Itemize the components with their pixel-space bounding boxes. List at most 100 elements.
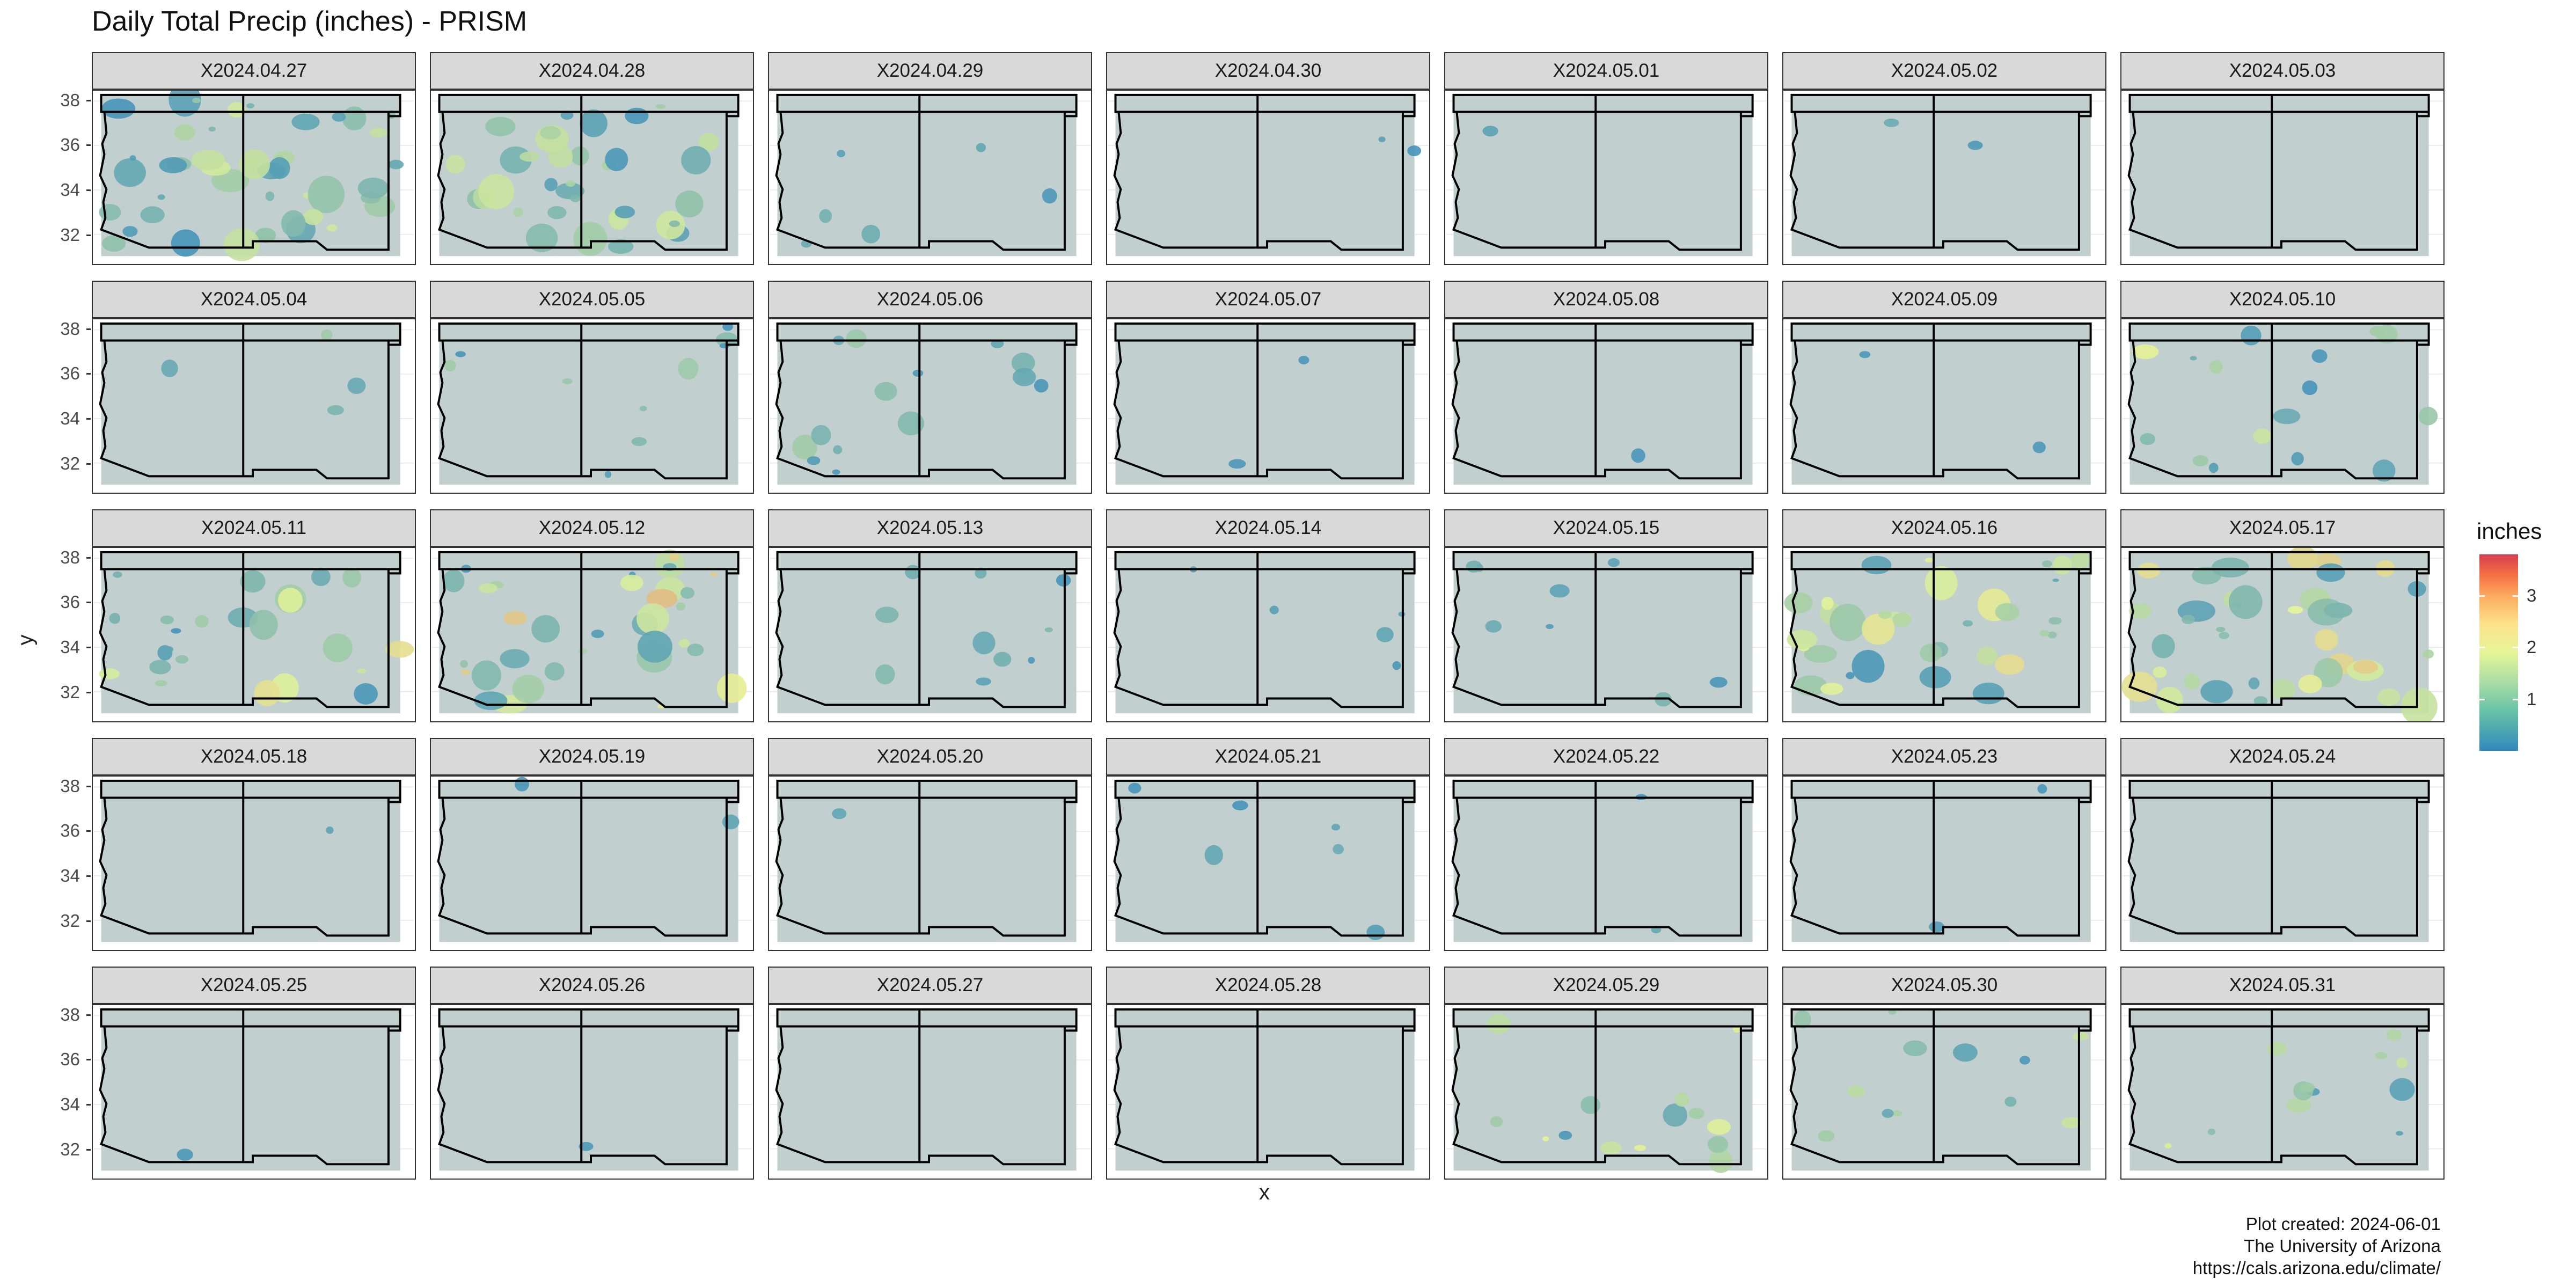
raster-background bbox=[1791, 94, 2091, 257]
legend-tick-label: 3 bbox=[2527, 586, 2537, 606]
precip-cell bbox=[698, 133, 719, 151]
precip-cell bbox=[1607, 558, 1620, 567]
precip-cell bbox=[291, 113, 320, 130]
y-tick-label: 36 bbox=[60, 592, 80, 612]
precip-cell bbox=[1044, 627, 1053, 633]
precip-cell bbox=[515, 777, 530, 792]
raster-background bbox=[777, 323, 1077, 485]
precip-cell bbox=[2052, 579, 2059, 582]
precip-cell bbox=[2270, 679, 2296, 700]
precip-cell bbox=[2395, 1131, 2404, 1136]
precip-cell bbox=[2207, 1129, 2216, 1136]
precip-cell bbox=[1542, 1136, 1549, 1141]
precip-cell bbox=[2048, 617, 2062, 625]
facet-strip: X2024.05.28 bbox=[1106, 967, 1430, 1004]
precip-cell bbox=[2353, 660, 2378, 674]
facet-panel bbox=[2120, 547, 2445, 722]
panel-map bbox=[2122, 322, 2443, 485]
y-tick-mark bbox=[86, 920, 91, 923]
precip-cell bbox=[819, 209, 832, 223]
raster-background bbox=[777, 780, 1077, 942]
precip-cell bbox=[2004, 1096, 2017, 1107]
raster-background bbox=[1791, 323, 2091, 485]
state-boundary bbox=[2127, 1008, 2430, 1166]
legend-tick-mark bbox=[2513, 595, 2518, 597]
precip-cell bbox=[570, 146, 589, 166]
precip-cell bbox=[1882, 1109, 1894, 1118]
y-tick-mark bbox=[86, 235, 91, 237]
raster-background bbox=[1453, 552, 1753, 714]
raster-background bbox=[1115, 323, 1415, 485]
panel-map bbox=[93, 1008, 414, 1171]
panel-map bbox=[1108, 322, 1429, 485]
precip-cell bbox=[1298, 355, 1309, 365]
precip-cell bbox=[354, 683, 378, 705]
precip-cell bbox=[227, 102, 246, 118]
precip-cell bbox=[1967, 141, 1983, 150]
y-tick-mark bbox=[86, 1059, 91, 1061]
precip-cell bbox=[722, 814, 740, 830]
precip-cell bbox=[485, 116, 516, 136]
facet-strip: X2024.05.10 bbox=[2120, 281, 2445, 318]
y-tick-label: 38 bbox=[60, 90, 80, 110]
precip-cell bbox=[1707, 1119, 1731, 1135]
precip-cell bbox=[792, 435, 817, 460]
precip-cell bbox=[2047, 631, 2057, 639]
precip-cell bbox=[472, 660, 501, 691]
precip-cell bbox=[544, 662, 565, 681]
facet-panel bbox=[1444, 318, 1768, 494]
precip-cell bbox=[832, 469, 840, 475]
precip-cell bbox=[2302, 380, 2318, 396]
panel-map bbox=[93, 322, 414, 485]
raster-background bbox=[1115, 94, 1415, 257]
precip-cell bbox=[2209, 360, 2223, 374]
precip-cell bbox=[240, 570, 266, 593]
panel-map bbox=[770, 322, 1091, 485]
panel-map bbox=[2122, 93, 2443, 257]
precip-cell bbox=[2153, 666, 2167, 678]
precip-cell bbox=[1600, 1141, 1622, 1154]
precip-cell bbox=[2164, 1143, 2172, 1148]
precip-cell bbox=[846, 329, 867, 348]
y-tick-label: 38 bbox=[60, 1004, 80, 1024]
precip-cell bbox=[109, 612, 121, 624]
precip-cell bbox=[1952, 1043, 1978, 1062]
precip-cell bbox=[2316, 563, 2345, 582]
y-tick-mark bbox=[86, 602, 91, 604]
facet-panel bbox=[1106, 547, 1430, 722]
state-boundary bbox=[1113, 1008, 1416, 1166]
precip-cell bbox=[1929, 921, 1945, 932]
precip-cell bbox=[2386, 1029, 2402, 1041]
panel-map bbox=[1108, 779, 1429, 942]
precip-cell bbox=[897, 411, 924, 436]
precip-cell bbox=[311, 567, 331, 587]
facet-panel bbox=[92, 1004, 416, 1180]
facet-strip: X2024.05.12 bbox=[430, 509, 754, 547]
panel-map bbox=[1446, 779, 1767, 942]
precip-cell bbox=[2401, 687, 2438, 721]
precip-cell bbox=[2423, 649, 2434, 658]
facet-panel bbox=[1106, 1004, 1430, 1180]
precip-cell bbox=[1818, 1130, 1835, 1142]
precip-cell bbox=[2200, 680, 2233, 704]
precip-cell bbox=[499, 175, 507, 182]
precip-cell bbox=[680, 587, 694, 599]
facet-strip: X2024.05.04 bbox=[92, 281, 416, 318]
precip-cell bbox=[1925, 558, 1933, 563]
precip-cell bbox=[2037, 784, 2047, 794]
facet-strip: X2024.05.13 bbox=[768, 509, 1092, 547]
facet-strip: X2024.05.09 bbox=[1782, 281, 2106, 318]
precip-cell bbox=[833, 445, 843, 455]
precip-cell bbox=[2323, 603, 2353, 618]
precip-cell bbox=[912, 369, 924, 377]
precip-cell bbox=[332, 112, 346, 122]
raster-background bbox=[1453, 323, 1753, 485]
precip-cell bbox=[2137, 562, 2161, 579]
raster-background bbox=[101, 323, 400, 485]
precip-cell bbox=[1882, 629, 1894, 635]
precip-cell bbox=[208, 126, 216, 132]
precip-cell bbox=[832, 808, 847, 819]
y-tick-mark bbox=[86, 144, 91, 147]
precip-cell bbox=[1663, 1103, 1688, 1127]
precip-cell bbox=[993, 652, 1012, 667]
